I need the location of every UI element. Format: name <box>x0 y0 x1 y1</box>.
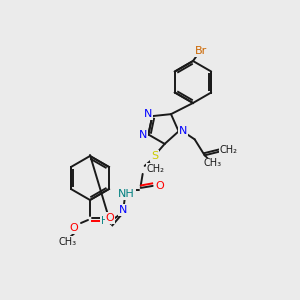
Text: N: N <box>178 126 187 136</box>
Text: CH₂: CH₂ <box>220 145 238 155</box>
Text: S: S <box>151 151 158 161</box>
Text: O: O <box>70 223 78 233</box>
Text: O: O <box>155 181 164 191</box>
Text: O: O <box>106 213 114 223</box>
Text: N: N <box>118 205 127 215</box>
Text: CH₃: CH₃ <box>204 158 222 168</box>
Text: N: N <box>139 130 148 140</box>
Text: NH: NH <box>118 189 135 199</box>
Text: CH₃: CH₃ <box>59 237 77 247</box>
Text: H: H <box>101 216 108 226</box>
Text: Br: Br <box>195 46 207 56</box>
Text: CH₂: CH₂ <box>147 164 165 174</box>
Text: N: N <box>144 109 152 119</box>
